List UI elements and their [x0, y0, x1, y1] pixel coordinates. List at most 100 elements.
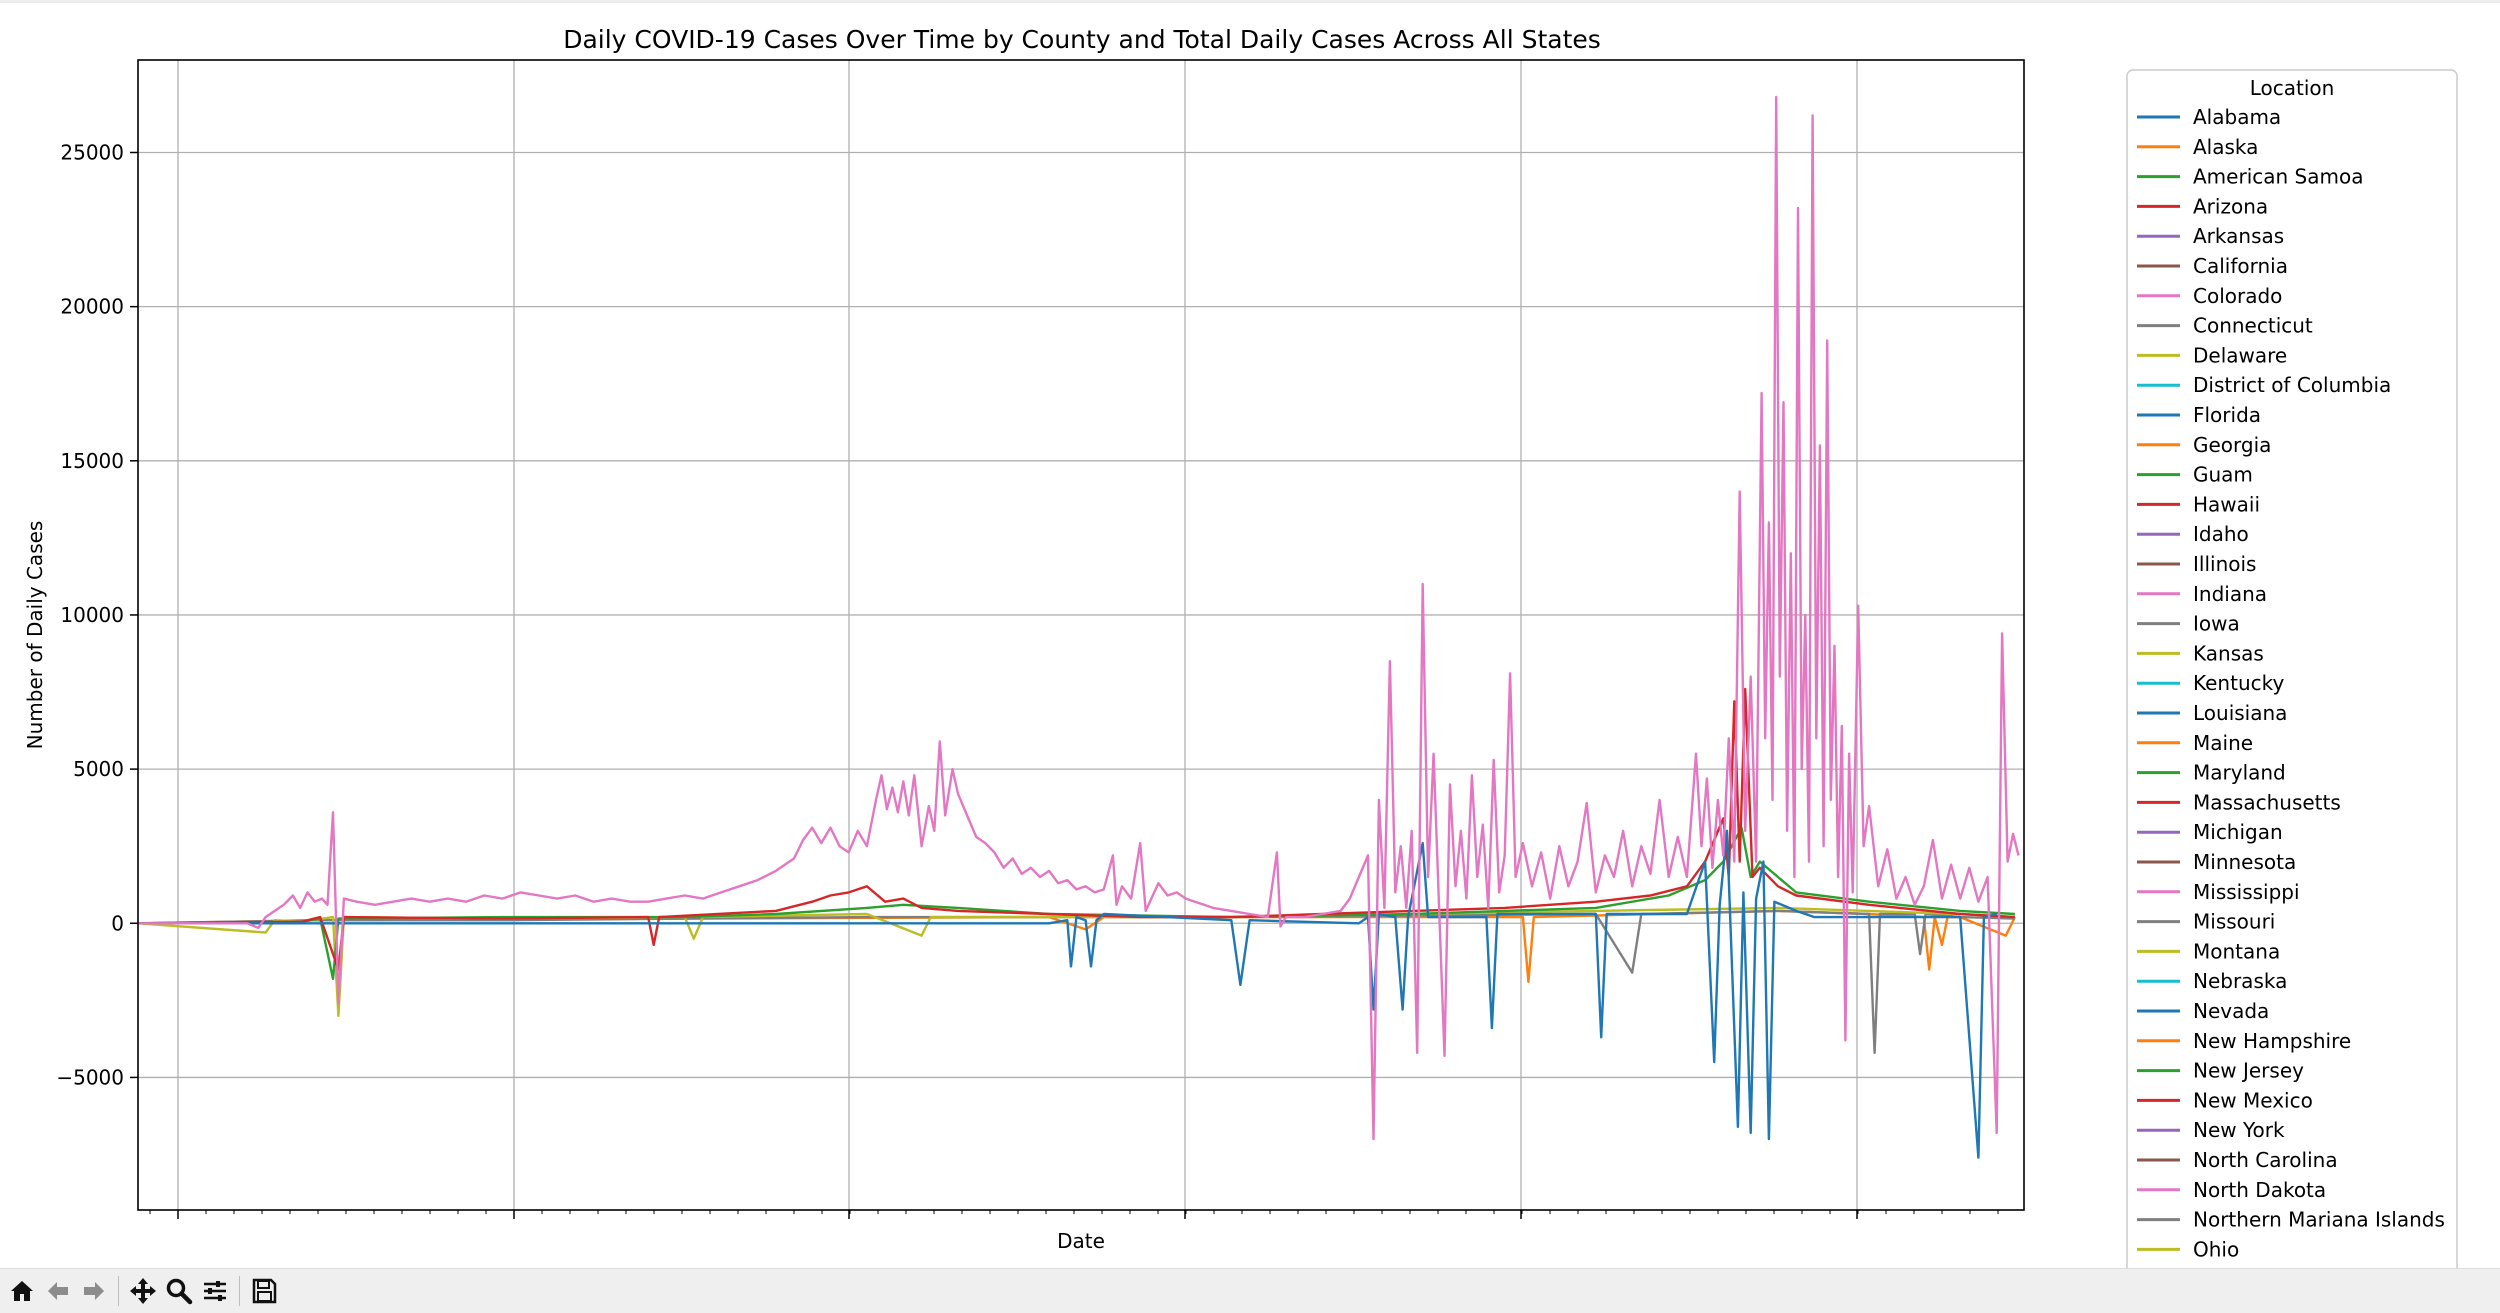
save-icon [252, 1278, 277, 1304]
legend-entry: Arizona [2137, 194, 2268, 218]
legend-entry: New York [2137, 1118, 2285, 1142]
legend-entry: Idaho [2137, 522, 2249, 546]
figure-canvas: Daily COVID-19 Cases Over Time by County… [23, 25, 2458, 1268]
legend-entry: Hawaii [2137, 492, 2260, 516]
y-axis-label: Number of Daily Cases [23, 521, 47, 750]
legend-label: Nebraska [2193, 969, 2287, 993]
legend-items: Alabama Alaska American Samoa Arizona Arkans… [2137, 105, 2445, 1261]
window-top-strip [0, 0, 2500, 3]
legend-label: North Dakota [2193, 1178, 2326, 1202]
legend-label: Maine [2193, 731, 2253, 755]
legend-entry: Florida [2137, 403, 2261, 427]
legend-entry: Northern Mariana Islands [2137, 1208, 2445, 1232]
legend-entry: Indiana [2137, 582, 2267, 606]
legend-entry: Guam [2137, 463, 2253, 487]
legend-label: Ohio [2193, 1237, 2239, 1261]
legend-entry: Missouri [2137, 910, 2275, 934]
plot-area-frame [137, 59, 2025, 1211]
legend-entry: California [2137, 254, 2288, 278]
legend-entry: New Jersey [2137, 1059, 2304, 1083]
legend-label: Arkansas [2193, 224, 2284, 248]
legend-label: Kansas [2193, 641, 2264, 665]
legend-entry: Ohio [2137, 1237, 2239, 1261]
y-tick-label: 20000 [60, 295, 124, 319]
legend-entry: New Hampshire [2137, 1029, 2351, 1053]
legend-entry: Minnesota [2137, 850, 2296, 874]
legend-entry: Nebraska [2137, 969, 2287, 993]
save-button[interactable] [246, 1273, 282, 1309]
legend-label: North Carolina [2193, 1148, 2338, 1172]
legend-entry: Maine [2137, 731, 2253, 755]
legend-entry: District of Columbia [2137, 373, 2391, 397]
pan-button[interactable] [125, 1273, 161, 1309]
y-tick-label: 10000 [60, 603, 124, 627]
legend-label: District of Columbia [2193, 373, 2391, 397]
legend-label: Delaware [2193, 343, 2287, 367]
legend-label: Arizona [2193, 194, 2268, 218]
legend-label: Kentucky [2193, 671, 2284, 695]
legend-label: Louisiana [2193, 701, 2287, 725]
legend-entry: Delaware [2137, 343, 2287, 367]
legend-entry: Montana [2137, 939, 2280, 963]
legend-entry: Maryland [2137, 761, 2286, 785]
legend-label: New Mexico [2193, 1088, 2313, 1112]
zoom-button[interactable] [161, 1273, 197, 1309]
y-axis-ticks: −5000 0 5000 10000 15000 20000 25000 [56, 140, 138, 1089]
home-button[interactable] [4, 1273, 40, 1309]
legend-entry: Massachusetts [2137, 790, 2341, 814]
y-tick-label: 15000 [60, 449, 124, 473]
pan-icon [130, 1278, 156, 1304]
forward-button[interactable] [76, 1273, 112, 1309]
legend-label: New York [2193, 1118, 2285, 1142]
legend-label: Northern Mariana Islands [2193, 1208, 2445, 1232]
legend-label: Indiana [2193, 582, 2267, 606]
legend-label: American Samoa [2193, 165, 2363, 189]
series-line-north-dakota [138, 95, 2020, 1141]
legend-label: Nevada [2193, 999, 2269, 1023]
series-line-missouri [138, 909, 2015, 1054]
configure-subplots-button[interactable] [197, 1273, 233, 1309]
line-chart: Daily COVID-19 Cases Over Time by County… [23, 25, 2458, 1268]
y-tick-label: −5000 [56, 1065, 124, 1089]
legend-label: Guam [2193, 463, 2253, 487]
legend-entry: Colorado [2137, 284, 2282, 308]
legend-label: Hawaii [2193, 492, 2260, 516]
toolbar-separator [118, 1276, 119, 1306]
x-axis-ticks [149, 1210, 1999, 1219]
legend-entry: Nevada [2137, 999, 2269, 1023]
legend-label: Missouri [2193, 910, 2275, 934]
legend-entry: Michigan [2137, 820, 2283, 844]
legend-label: Florida [2193, 403, 2261, 427]
back-arrow-icon [48, 1282, 68, 1300]
legend-entry: North Dakota [2137, 1178, 2326, 1202]
legend-label: Illinois [2193, 552, 2256, 576]
legend-label: Georgia [2193, 433, 2271, 457]
legend-label: Maryland [2193, 761, 2286, 785]
legend-label: Iowa [2193, 612, 2240, 636]
legend-label: Michigan [2193, 820, 2283, 844]
legend-entry: Alabama [2137, 105, 2281, 129]
legend-label: California [2193, 254, 2288, 278]
legend-label: Mississippi [2193, 880, 2300, 904]
legend-entry: New Mexico [2137, 1088, 2313, 1112]
forward-arrow-icon [84, 1282, 104, 1300]
legend-entry: Iowa [2137, 612, 2240, 636]
legend-label: Alabama [2193, 105, 2281, 129]
legend-entry: American Samoa [2137, 165, 2363, 189]
navigation-toolbar [0, 1268, 2500, 1313]
legend-label: Idaho [2193, 522, 2249, 546]
zoom-icon [166, 1278, 193, 1305]
y-tick-label: 25000 [60, 140, 124, 164]
y-tick-label: 5000 [73, 757, 124, 781]
legend-entry: Georgia [2137, 433, 2271, 457]
legend-label: Colorado [2193, 284, 2282, 308]
legend-label: Massachusetts [2193, 790, 2341, 814]
configure-subplots-icon [204, 1281, 226, 1301]
legend-label: Connecticut [2193, 314, 2313, 338]
legend-box [2126, 69, 2458, 1268]
chart-title: Daily COVID-19 Cases Over Time by County… [563, 25, 1601, 54]
legend-label: Minnesota [2193, 850, 2296, 874]
legend-entry: Kentucky [2137, 671, 2284, 695]
back-button[interactable] [40, 1273, 76, 1309]
legend-entry: North Carolina [2137, 1148, 2338, 1172]
